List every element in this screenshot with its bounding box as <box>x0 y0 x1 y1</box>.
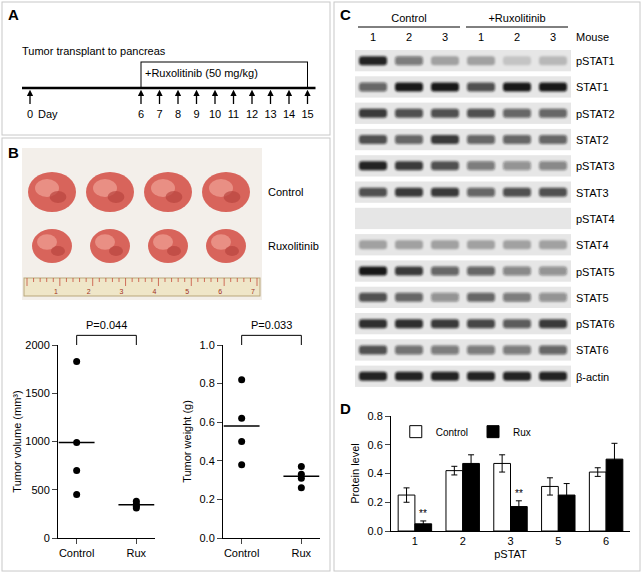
svg-text:Day: Day <box>38 108 58 120</box>
svg-text:0.8: 0.8 <box>368 410 383 422</box>
svg-text:Control: Control <box>436 427 468 438</box>
svg-text:6: 6 <box>218 288 222 295</box>
svg-text:0.4: 0.4 <box>368 467 383 479</box>
svg-text:**: ** <box>515 488 523 499</box>
svg-text:P=0.044: P=0.044 <box>86 319 127 331</box>
svg-text:C: C <box>340 6 351 23</box>
svg-text:0.0: 0.0 <box>368 525 383 537</box>
svg-text:Tumor weight (g): Tumor weight (g) <box>181 400 193 483</box>
svg-text:14: 14 <box>283 108 295 120</box>
svg-text:STAT4: STAT4 <box>576 239 609 251</box>
svg-text:500: 500 <box>31 484 49 496</box>
svg-text:Control: Control <box>224 547 259 559</box>
svg-text:4: 4 <box>152 288 156 295</box>
svg-text:pSTAT1: pSTAT1 <box>576 55 615 67</box>
svg-text:13: 13 <box>264 108 276 120</box>
svg-text:6: 6 <box>138 108 144 120</box>
svg-text:5: 5 <box>185 288 189 295</box>
svg-text:1500: 1500 <box>25 387 49 399</box>
svg-text:Tumor transplant to pancreas: Tumor transplant to pancreas <box>22 45 166 57</box>
svg-text:Rux: Rux <box>513 427 531 438</box>
svg-text:6: 6 <box>603 535 609 547</box>
svg-text:2000: 2000 <box>25 339 49 351</box>
svg-text:2: 2 <box>514 31 520 43</box>
svg-text:D: D <box>340 400 351 417</box>
svg-text:pSTAT6: pSTAT6 <box>576 318 615 330</box>
svg-text:7: 7 <box>156 108 162 120</box>
svg-text:STAT5: STAT5 <box>576 292 609 304</box>
svg-text:Rux: Rux <box>127 547 147 559</box>
svg-text:1000: 1000 <box>25 435 49 447</box>
svg-text:1.0: 1.0 <box>200 339 215 351</box>
svg-text:1: 1 <box>412 535 418 547</box>
svg-text:B: B <box>8 144 19 161</box>
svg-text:5: 5 <box>555 535 561 547</box>
svg-text:15: 15 <box>301 108 313 120</box>
svg-text:3: 3 <box>442 31 448 43</box>
svg-text:Ruxolitinib: Ruxolitinib <box>268 240 319 252</box>
svg-text:2: 2 <box>460 535 466 547</box>
svg-text:β-actin: β-actin <box>576 371 609 383</box>
svg-text:Mouse: Mouse <box>576 31 609 43</box>
svg-text:+Ruxolitinib: +Ruxolitinib <box>488 12 545 24</box>
svg-text:0.2: 0.2 <box>200 493 215 505</box>
svg-text:pSTAT3: pSTAT3 <box>576 160 615 172</box>
svg-text:0.2: 0.2 <box>368 496 383 508</box>
svg-text:7: 7 <box>251 288 255 295</box>
svg-text:0.4: 0.4 <box>200 455 215 467</box>
svg-text:STAT3: STAT3 <box>576 187 609 199</box>
svg-text:0.8: 0.8 <box>200 377 215 389</box>
svg-text:Rux: Rux <box>292 547 312 559</box>
svg-text:A: A <box>8 6 19 23</box>
svg-text:10: 10 <box>209 108 221 120</box>
svg-text:2: 2 <box>406 31 412 43</box>
svg-text:3: 3 <box>550 31 556 43</box>
svg-text:pSTAT4: pSTAT4 <box>576 213 615 225</box>
svg-text:Control: Control <box>268 186 303 198</box>
svg-text:Control: Control <box>391 12 426 24</box>
svg-text:0.0: 0.0 <box>200 532 215 544</box>
svg-text:+Ruxolitinib (50 mg/kg): +Ruxolitinib (50 mg/kg) <box>145 67 258 79</box>
svg-text:**: ** <box>419 508 427 519</box>
svg-text:P=0.033: P=0.033 <box>251 319 292 331</box>
svg-text:0.6: 0.6 <box>200 416 215 428</box>
svg-text:8: 8 <box>175 108 181 120</box>
svg-text:1: 1 <box>370 31 376 43</box>
svg-text:pSTAT5: pSTAT5 <box>576 266 615 278</box>
svg-text:3: 3 <box>507 535 513 547</box>
svg-text:1: 1 <box>478 31 484 43</box>
svg-text:0: 0 <box>44 532 50 544</box>
svg-text:STAT1: STAT1 <box>576 81 609 93</box>
svg-text:0.6: 0.6 <box>368 439 383 451</box>
svg-text:9: 9 <box>193 108 199 120</box>
svg-text:1: 1 <box>54 288 58 295</box>
svg-text:Control: Control <box>59 547 94 559</box>
svg-text:STAT6: STAT6 <box>576 344 609 356</box>
svg-text:3: 3 <box>120 288 124 295</box>
svg-text:0: 0 <box>27 108 33 120</box>
svg-text:pSTAT: pSTAT <box>494 548 527 560</box>
svg-text:pSTAT2: pSTAT2 <box>576 108 615 120</box>
svg-text:Protein level: Protein level <box>349 443 361 504</box>
svg-text:STAT2: STAT2 <box>576 134 609 146</box>
svg-text:12: 12 <box>246 108 258 120</box>
svg-text:2: 2 <box>87 288 91 295</box>
svg-text:11: 11 <box>228 108 239 120</box>
svg-text:Tumor volume (mm³): Tumor volume (mm³) <box>11 390 23 492</box>
